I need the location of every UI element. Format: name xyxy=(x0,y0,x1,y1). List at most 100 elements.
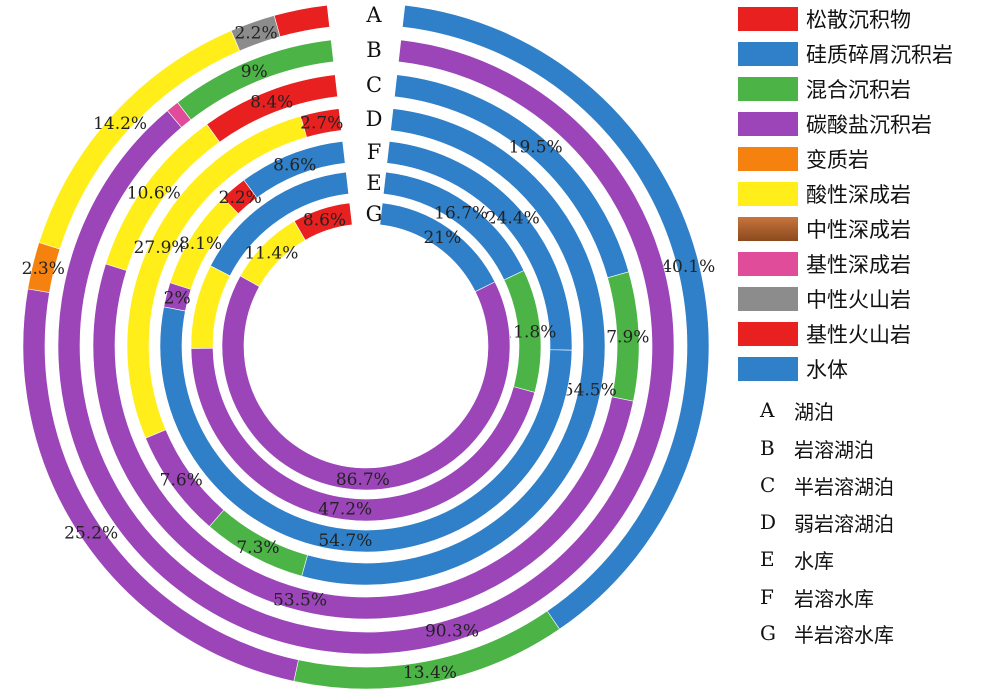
legend-item: 基性火山岩 xyxy=(738,319,911,349)
legend-swatch xyxy=(738,77,798,101)
ring-segment xyxy=(301,108,606,586)
legend-item: 中性深成岩 xyxy=(738,214,911,244)
legend-label: 酸性深成岩 xyxy=(806,183,911,207)
segment-label: 7.9% xyxy=(606,328,649,348)
ring-key-letter: F xyxy=(760,585,774,609)
segment-label: 27.9% xyxy=(134,238,188,258)
ring-key-name: 湖泊 xyxy=(794,399,834,424)
legend-label: 松散沉积物 xyxy=(806,8,911,32)
segment-label: 16.7% xyxy=(434,203,488,223)
segment-label: 54.7% xyxy=(318,531,372,551)
ring-key-letter: C xyxy=(760,473,776,497)
segment-label: 54.5% xyxy=(563,381,617,401)
legend-swatch xyxy=(738,112,798,136)
ring-key-letter: E xyxy=(760,547,775,571)
legend-item: 混合沉积岩 xyxy=(738,74,911,104)
segment-label: 2.2% xyxy=(219,188,262,208)
ring-G: 21% 86.7% 11.4%8.6% xyxy=(221,202,511,491)
segment-label: 8.4% xyxy=(250,93,293,113)
segment-label: 8.6% xyxy=(273,155,316,175)
segment-label: 2.3% xyxy=(22,259,65,279)
ring-letter: E xyxy=(366,171,381,195)
ring-segment xyxy=(273,4,330,38)
ring-F: 24.4% 54.7% 2% 8.1% 2.2% 8.6% xyxy=(159,140,573,553)
ring-key-letter: A xyxy=(760,398,775,422)
ring-letter: D xyxy=(366,107,383,131)
segment-label: 11.4% xyxy=(244,244,298,264)
segment-label: 24.4% xyxy=(486,209,540,229)
legend-swatch xyxy=(738,322,798,346)
segment-label: 47.2% xyxy=(318,500,372,520)
ring-key-name: 岩溶水库 xyxy=(794,586,874,611)
ring-key-name: 半岩溶水库 xyxy=(794,622,894,647)
legend-item: 中性火山岩 xyxy=(738,284,911,314)
ring-segment xyxy=(221,275,511,491)
ring-segment xyxy=(57,39,675,655)
ring-letter: C xyxy=(366,73,382,97)
legend-label: 基性火山岩 xyxy=(806,323,911,347)
ring-segment xyxy=(210,171,350,277)
segment-label: 25.2% xyxy=(64,523,118,543)
legend-item: 变质岩 xyxy=(738,144,869,174)
ring-B: 90.3% 9% xyxy=(57,39,675,655)
ring-key-item: C 半岩溶湖泊 xyxy=(760,470,894,500)
legend-item: 硅质碎屑沉积岩 xyxy=(738,39,953,69)
segment-label: 53.5% xyxy=(273,591,327,611)
ring-key-item: E 水库 xyxy=(760,544,834,574)
ring-key-name: 水库 xyxy=(794,548,834,573)
segment-label: 14.2% xyxy=(93,114,147,134)
legend-swatch xyxy=(738,7,798,31)
segment-label: 7.6% xyxy=(160,471,203,491)
segment-label: 19.5% xyxy=(509,137,563,157)
segment-label: 7.3% xyxy=(236,538,279,558)
ring-D: 54.5% 7.3% 7.6% 27.9% 2.7% xyxy=(126,108,617,586)
ring-key-item: D 弱岩溶湖泊 xyxy=(760,507,894,537)
ring-key-item: A 湖泊 xyxy=(760,395,834,425)
ring-key-letter: D xyxy=(760,510,777,534)
ring-A: 40.1% 13.4% 25.2% 2.3% 14.2% 2.2% xyxy=(22,4,715,689)
ring-key-item: B 岩溶湖泊 xyxy=(760,433,874,463)
legend-item: 基性深成岩 xyxy=(738,249,911,279)
ring-key-name: 半岩溶湖泊 xyxy=(794,474,894,499)
segment-label: 8.6% xyxy=(303,211,346,231)
legend-swatch xyxy=(738,42,798,66)
ring-letter: A xyxy=(365,3,382,27)
ring-key-item: G 半岩溶水库 xyxy=(760,618,894,648)
legend-swatch xyxy=(738,287,798,311)
ring-key-letter: G xyxy=(760,621,776,645)
ring-C: 19.5% 7.9% 53.5% 10.6% 8.4% xyxy=(92,74,649,620)
ring-letter: F xyxy=(367,140,382,164)
ring-letter: G xyxy=(366,202,383,226)
ring-key-letter: B xyxy=(760,436,775,460)
ring-key-name: 岩溶湖泊 xyxy=(794,437,874,462)
ring-letter: B xyxy=(366,38,381,62)
ring-segment xyxy=(92,263,634,620)
nested-donut-chart: 40.1% 13.4% 25.2% 2.3% 14.2% 2.2% A 90.3% 9% B 19.… xyxy=(22,3,715,689)
segment-label: 86.7% xyxy=(336,470,390,490)
legend-swatch xyxy=(738,217,798,241)
segment-label: 8.1% xyxy=(179,234,222,254)
ring-segment xyxy=(177,39,334,121)
segment-label: 21% xyxy=(423,228,461,248)
segment-label: 9% xyxy=(241,62,268,82)
segment-label: 40.1% xyxy=(661,257,715,277)
legend-item: 碳酸盐沉积岩 xyxy=(738,109,932,139)
ring-key-item: F 岩溶水库 xyxy=(760,582,874,612)
ring-segment xyxy=(300,108,342,138)
legend-item: 水体 xyxy=(738,354,848,384)
segment-label: 90.3% xyxy=(425,621,479,641)
segment-label: 13.4% xyxy=(403,663,457,683)
ring-segment xyxy=(386,140,573,351)
legend-label: 水体 xyxy=(806,358,848,382)
legend-item: 酸性深成岩 xyxy=(738,179,911,209)
segment-label: 2.7% xyxy=(300,113,343,133)
ring-segment xyxy=(206,74,338,143)
ring-segment xyxy=(293,202,353,241)
ring-key-name: 弱岩溶湖泊 xyxy=(794,511,894,536)
legend-label: 中性深成岩 xyxy=(806,218,911,242)
ring-segment xyxy=(243,140,346,199)
legend-label: 碳酸盐沉积岩 xyxy=(806,113,932,137)
ring-E: 16.7% 11.8% 47.2% xyxy=(190,171,556,522)
legend-swatch xyxy=(738,357,798,381)
legend-item: 松散沉积物 xyxy=(738,4,911,34)
